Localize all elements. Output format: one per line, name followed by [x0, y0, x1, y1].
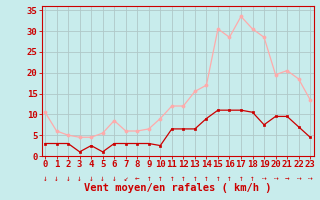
X-axis label: Vent moyen/en rafales ( km/h ): Vent moyen/en rafales ( km/h ) — [84, 183, 271, 193]
Text: ↑: ↑ — [227, 174, 232, 183]
Text: ↑: ↑ — [250, 174, 255, 183]
Text: ↑: ↑ — [147, 174, 151, 183]
Text: ↓: ↓ — [43, 174, 47, 183]
Text: ⇢: ⇢ — [273, 174, 278, 183]
Text: ↓: ↓ — [54, 174, 59, 183]
Text: ↑: ↑ — [193, 174, 197, 183]
Text: ↑: ↑ — [239, 174, 243, 183]
Text: ⇢: ⇢ — [262, 174, 266, 183]
Text: →: → — [285, 174, 289, 183]
Text: ↓: ↓ — [100, 174, 105, 183]
Text: ↑: ↑ — [181, 174, 186, 183]
Text: ↓: ↓ — [89, 174, 93, 183]
Text: ↑: ↑ — [204, 174, 209, 183]
Text: ↑: ↑ — [158, 174, 163, 183]
Text: ↙: ↙ — [124, 174, 128, 183]
Text: ⇢: ⇢ — [308, 174, 312, 183]
Text: ↓: ↓ — [112, 174, 116, 183]
Text: ↑: ↑ — [216, 174, 220, 183]
Text: ↓: ↓ — [66, 174, 70, 183]
Text: ↓: ↓ — [77, 174, 82, 183]
Text: ⇢: ⇢ — [296, 174, 301, 183]
Text: ↑: ↑ — [170, 174, 174, 183]
Text: ←: ← — [135, 174, 140, 183]
